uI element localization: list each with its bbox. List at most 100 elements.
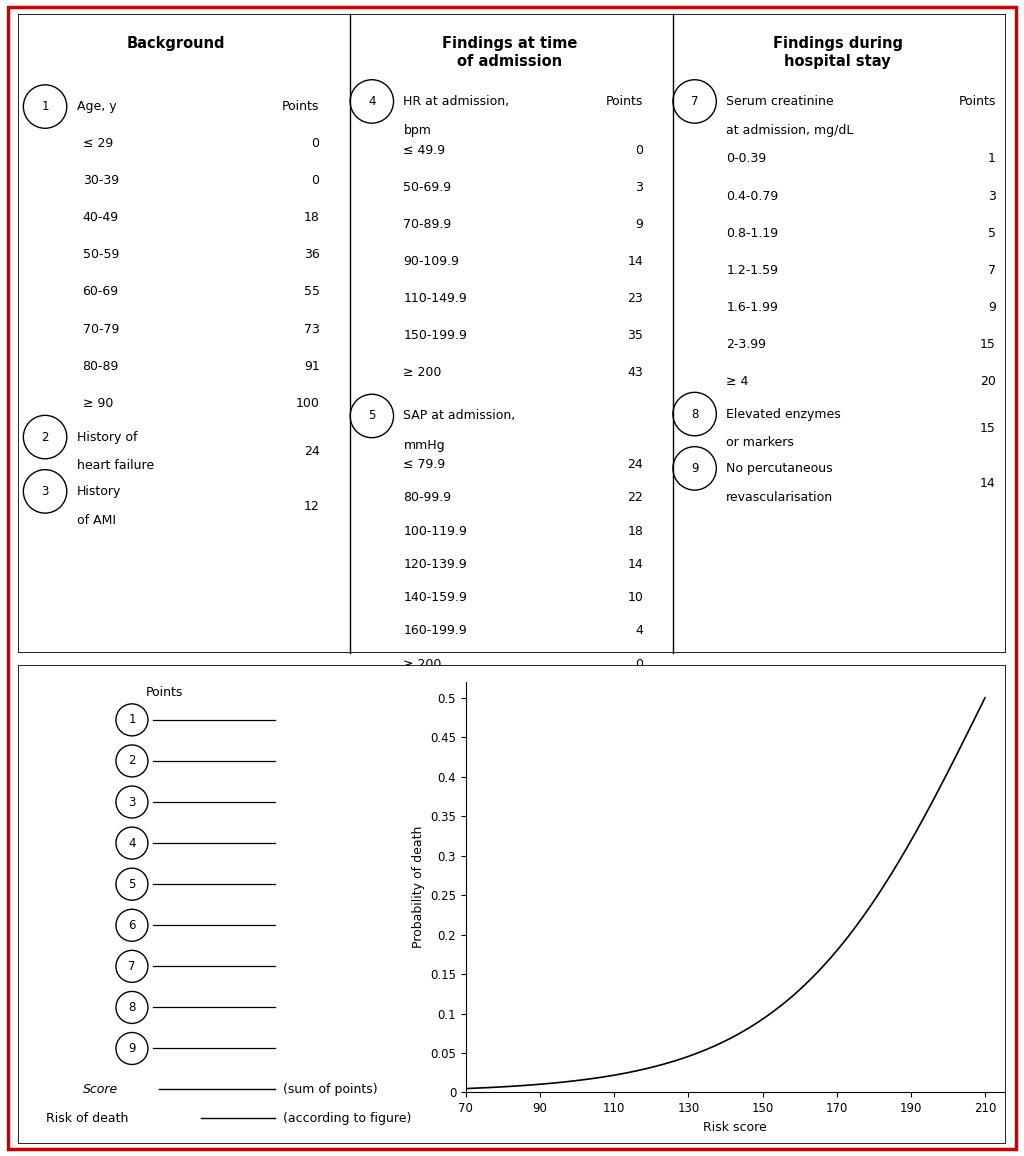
Text: 30-39: 30-39	[83, 175, 119, 187]
Text: 100-119.9: 100-119.9	[403, 525, 467, 538]
X-axis label: Risk score: Risk score	[702, 1120, 767, 1134]
Text: 0: 0	[311, 138, 319, 150]
Text: 100: 100	[296, 397, 319, 409]
Text: 70-89.9: 70-89.9	[403, 217, 452, 231]
Text: 35: 35	[628, 329, 643, 342]
Text: 90-109.9: 90-109.9	[403, 254, 460, 268]
Text: 5: 5	[369, 409, 376, 422]
Text: Score: Score	[83, 1083, 118, 1096]
Text: 6: 6	[368, 691, 376, 704]
Text: 14: 14	[980, 476, 995, 490]
Text: 24: 24	[628, 458, 643, 470]
Text: 5: 5	[988, 227, 995, 239]
Text: Elevated enzymes: Elevated enzymes	[726, 408, 841, 421]
Text: 4: 4	[128, 837, 136, 850]
Text: 15: 15	[980, 338, 995, 351]
Text: 0: 0	[635, 658, 643, 670]
Text: 1: 1	[128, 713, 136, 726]
Text: 140-159.9: 140-159.9	[403, 591, 467, 605]
Text: 7: 7	[128, 959, 136, 973]
Text: 1.6-1.99: 1.6-1.99	[726, 301, 778, 313]
Text: 1.2-1.59: 1.2-1.59	[726, 264, 778, 276]
Text: Risk of death: Risk of death	[46, 1112, 128, 1125]
Text: 23: 23	[628, 291, 643, 305]
Text: SAP at admission,: SAP at admission,	[403, 409, 516, 422]
Text: 4: 4	[636, 624, 643, 637]
Text: 0.8-1.19: 0.8-1.19	[726, 227, 778, 239]
Text: 10: 10	[628, 591, 643, 605]
Text: 60-69: 60-69	[83, 286, 119, 298]
Text: 70-79: 70-79	[83, 323, 119, 335]
Text: ≥ 90: ≥ 90	[83, 397, 113, 409]
Text: heart failure: heart failure	[77, 459, 154, 473]
Text: 150-199.9: 150-199.9	[403, 329, 467, 342]
Text: revascularisation: revascularisation	[726, 490, 834, 504]
Text: 12: 12	[304, 499, 319, 512]
Text: Points: Points	[283, 101, 319, 113]
Text: 2: 2	[41, 430, 49, 444]
Text: Findings at time
of admission: Findings at time of admission	[442, 36, 578, 68]
Text: at admission, mg/dL: at admission, mg/dL	[726, 125, 854, 138]
FancyBboxPatch shape	[18, 665, 1006, 1144]
Text: 20: 20	[980, 375, 995, 388]
Text: 7: 7	[988, 264, 995, 276]
Text: 73: 73	[304, 323, 319, 335]
Text: History: History	[77, 484, 121, 498]
Text: Points: Points	[145, 687, 183, 699]
Text: 50-59: 50-59	[83, 249, 119, 261]
Text: Findings during
hospital stay: Findings during hospital stay	[773, 36, 903, 68]
Text: ≤ 29: ≤ 29	[83, 138, 113, 150]
Text: Depressed ST: Depressed ST	[403, 691, 489, 704]
Text: 14: 14	[628, 558, 643, 571]
Text: 43: 43	[628, 366, 643, 379]
Text: 0-0.39: 0-0.39	[726, 153, 766, 165]
Text: ≥ 200: ≥ 200	[403, 658, 441, 670]
FancyBboxPatch shape	[18, 14, 1006, 653]
Text: 9: 9	[128, 1042, 136, 1055]
Text: 110-149.9: 110-149.9	[403, 291, 467, 305]
Text: 0.4-0.79: 0.4-0.79	[726, 190, 778, 202]
Text: 14: 14	[628, 254, 643, 268]
Text: 1: 1	[988, 153, 995, 165]
Text: Points: Points	[606, 95, 643, 108]
Text: 160-199.9: 160-199.9	[403, 624, 467, 637]
Text: 3: 3	[636, 180, 643, 193]
Text: ≤ 49.9: ≤ 49.9	[403, 143, 445, 156]
Text: 0: 0	[635, 143, 643, 156]
Text: History of: History of	[77, 430, 137, 444]
Text: 2-3.99: 2-3.99	[726, 338, 766, 351]
Text: 3: 3	[41, 484, 49, 498]
Text: 7: 7	[691, 95, 698, 108]
Text: 1: 1	[41, 101, 49, 113]
Text: 5: 5	[128, 877, 135, 890]
Text: Points: Points	[958, 95, 995, 108]
Text: 3: 3	[128, 795, 135, 808]
Text: 6: 6	[128, 919, 136, 932]
Text: 120-139.9: 120-139.9	[403, 558, 467, 571]
Text: ≥ 200: ≥ 200	[403, 366, 441, 379]
Text: 18: 18	[628, 525, 643, 538]
Text: of AMI: of AMI	[77, 513, 116, 527]
Text: 22: 22	[628, 491, 643, 504]
Text: 80-89: 80-89	[83, 360, 119, 372]
Text: 9: 9	[988, 301, 995, 313]
Text: 2: 2	[128, 755, 136, 768]
Text: 24: 24	[304, 445, 319, 458]
Text: bpm: bpm	[403, 125, 431, 138]
Text: 0: 0	[311, 175, 319, 187]
Text: 36: 36	[304, 249, 319, 261]
Text: Background: Background	[127, 36, 225, 51]
Text: 55: 55	[303, 286, 319, 298]
Text: or markers: or markers	[726, 436, 794, 450]
Text: 9: 9	[636, 217, 643, 231]
Text: 18: 18	[304, 212, 319, 224]
Text: 8: 8	[128, 1001, 135, 1014]
Text: Serum creatinine: Serum creatinine	[726, 95, 834, 108]
Text: 40-49: 40-49	[83, 212, 119, 224]
Text: 11: 11	[628, 691, 643, 704]
Text: (sum of points): (sum of points)	[283, 1083, 378, 1096]
Text: segment: segment	[403, 720, 459, 733]
Text: 15: 15	[980, 422, 995, 436]
Text: HR at admission,: HR at admission,	[403, 95, 510, 108]
Text: 3: 3	[988, 190, 995, 202]
